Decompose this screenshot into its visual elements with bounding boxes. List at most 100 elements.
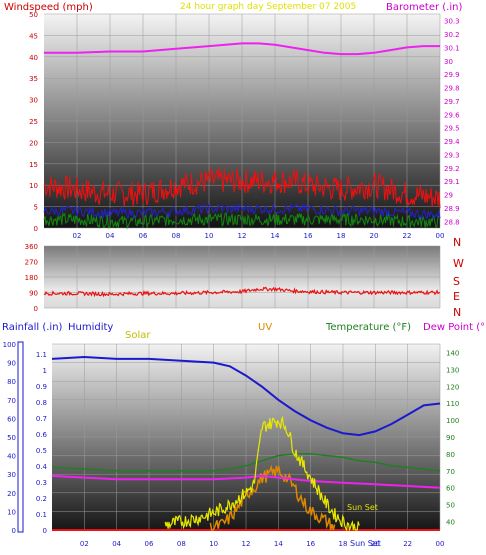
compass-label: S [453, 275, 460, 288]
baro-tick-label: 29.1 [444, 178, 460, 186]
direction-tick-label: 360 [25, 243, 38, 251]
legend-uv: UV [258, 322, 272, 333]
legend-dewpoint: Dew Point (°F) [423, 322, 486, 333]
x-tick-label: 14 [271, 232, 280, 240]
rain-tick-label: 0.7 [36, 415, 47, 423]
x-tick-label: 00 [436, 540, 445, 548]
rain-tick-label: 0.6 [36, 431, 48, 439]
x-tick-label: 14 [274, 540, 283, 548]
humidity-tick-label: 50 [7, 434, 16, 442]
rain-tick-label: 1 [43, 367, 47, 375]
legend-rainfall: Rainfall (.in) [2, 322, 63, 333]
rain-axis-ticks: 0 0.1 0.2 0.3 0.4 0.5 0.6 0.7 0.8 0.9 1 1.1 [36, 351, 48, 535]
humidity-tick-label: 90 [7, 360, 16, 368]
baro-axis-ticks: 28.8 28.9 29 29.1 29.2 29.3 29.4 29.5 29.6 29.7 29… [444, 18, 460, 227]
baro-tick-label: 29.2 [444, 165, 460, 173]
humidity-tick-label: 10 [7, 508, 16, 516]
temp-tick-label: 100 [446, 417, 459, 425]
rain-tick-label: 0 [43, 527, 47, 535]
series-wind-avg [43, 202, 441, 220]
x-tick-label: 10 [209, 540, 218, 548]
series-wind-direction [43, 286, 441, 298]
compass-label: N [453, 306, 461, 319]
series-group-2 [43, 286, 441, 298]
direction-tick-label: 180 [25, 274, 38, 282]
rain-tick-label: 0.8 [36, 399, 47, 407]
x-tick-label: 04 [112, 540, 121, 548]
baro-tick-label: 29.4 [444, 138, 460, 146]
x-axis-ticks-3: 02 04 06 08 10 12 14 16 18 20 22 00 [80, 540, 445, 548]
baro-tick-label: 30.2 [444, 31, 460, 39]
compass-label: W [453, 257, 464, 270]
baro-tick-label: 30.1 [444, 44, 460, 52]
x-axis-ticks-1: 02 04 06 08 10 12 14 16 18 20 22 00 [73, 232, 445, 240]
x-tick-label: 08 [172, 232, 181, 240]
legend-temperature: Temperature (°F) [325, 322, 411, 333]
rain-gauge [17, 341, 24, 533]
humidity-tick-label: 80 [7, 378, 16, 386]
sunset-annotation: Sun Set [347, 503, 378, 512]
wind-tick-label: 30 [29, 97, 38, 105]
rain-tick-label: 0.1 [36, 511, 47, 519]
temp-tick-label: 140 [446, 349, 459, 357]
baro-tick-label: 29.7 [444, 98, 460, 106]
series-humidity [51, 355, 441, 437]
temp-tick-label: 60 [446, 485, 455, 493]
direction-tick-label: 270 [25, 259, 38, 267]
wind-label: Windspeed (mph) [4, 2, 93, 13]
baro-tick-label: 30.3 [444, 18, 460, 26]
series-dew-point [51, 474, 441, 489]
baro-tick-label: 28.9 [444, 205, 460, 213]
x-tick-label: 18 [339, 540, 348, 548]
temp-tick-label: 50 [446, 502, 455, 510]
baro-tick-label: 29 [444, 192, 453, 200]
humidity-tick-label: 60 [7, 415, 16, 423]
wind-tick-label: 0 [34, 225, 38, 233]
series-uv [209, 464, 336, 531]
temp-tick-label: 110 [446, 400, 459, 408]
x-tick-label: 10 [205, 232, 214, 240]
temp-tick-label: 70 [446, 468, 455, 476]
x-tick-label: 00 [436, 232, 445, 240]
baro-tick-label: 29.6 [444, 111, 460, 119]
wind-tick-label: 10 [29, 182, 38, 190]
x-tick-label: 22 [403, 540, 412, 548]
wind-axis-ticks: 0 5 10 15 20 25 30 35 40 45 50 [29, 11, 38, 233]
legend-solar: Solar [125, 330, 151, 341]
baro-label: Barometer (.in) [386, 2, 462, 13]
direction-tick-label: 90 [29, 290, 38, 298]
x-tick-label: 08 [177, 540, 186, 548]
grid-1 [44, 13, 441, 229]
x-tick-label: 20 [371, 540, 380, 548]
wind-tick-label: 5 [34, 204, 38, 212]
temp-tick-label: 80 [446, 451, 455, 459]
baro-tick-label: 30 [444, 58, 453, 66]
compass-label: N [453, 236, 461, 249]
temp-tick-label: 130 [446, 366, 459, 374]
humidity-tick-label: 30 [7, 471, 16, 479]
wind-tick-label: 35 [29, 75, 38, 83]
humidity-axis-ticks: 0 10 20 30 40 50 60 70 80 90 100 [3, 341, 16, 535]
series-group-3 [51, 355, 441, 533]
legend-humidity: Humidity [68, 322, 113, 333]
x-tick-label: 04 [106, 232, 115, 240]
temp-tick-label: 90 [446, 434, 455, 442]
series-barometer [44, 42, 440, 56]
baro-tick-label: 29.9 [444, 71, 460, 79]
compass-label: E [453, 290, 460, 303]
wind-tick-label: 50 [29, 11, 38, 19]
series-wind-gust [43, 166, 441, 209]
x-tick-label: 06 [145, 540, 154, 548]
series-wind-min [43, 211, 441, 230]
x-tick-label: 06 [139, 232, 148, 240]
rain-tick-label: 1.1 [36, 351, 47, 359]
wind-tick-label: 20 [29, 139, 38, 147]
baro-tick-label: 29.8 [444, 85, 460, 93]
x-tick-label: 20 [370, 232, 379, 240]
x-tick-label: 02 [80, 540, 89, 548]
wind-tick-label: 25 [29, 118, 38, 126]
rain-tick-label: 0.5 [36, 447, 47, 455]
wind-tick-label: 45 [29, 32, 38, 40]
